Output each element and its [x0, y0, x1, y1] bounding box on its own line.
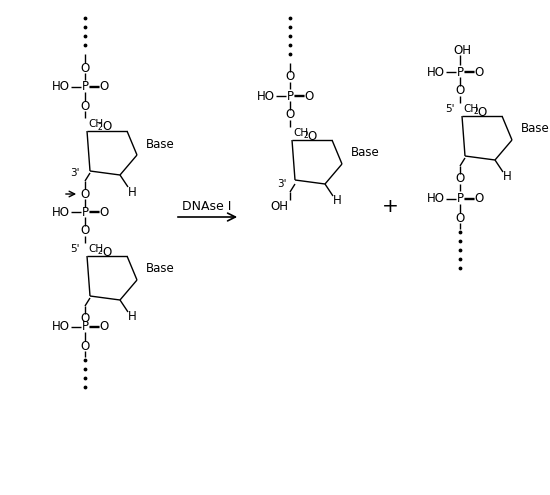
- Text: O: O: [285, 70, 295, 84]
- Text: HO: HO: [52, 81, 70, 94]
- Text: OH: OH: [453, 44, 471, 56]
- Text: O: O: [455, 85, 465, 98]
- Text: HO: HO: [52, 320, 70, 334]
- Text: O: O: [80, 188, 90, 200]
- Text: O: O: [477, 105, 487, 118]
- Text: HO: HO: [427, 65, 445, 79]
- Text: CH: CH: [463, 104, 478, 114]
- Text: O: O: [80, 312, 90, 326]
- Text: 3': 3': [70, 168, 80, 178]
- Text: 5': 5': [446, 104, 455, 114]
- Text: O: O: [474, 193, 483, 205]
- Text: O: O: [102, 246, 112, 258]
- Text: O: O: [102, 120, 112, 134]
- Text: O: O: [80, 99, 90, 112]
- Text: H: H: [128, 310, 136, 324]
- Text: O: O: [455, 172, 465, 186]
- Text: Base: Base: [521, 122, 549, 136]
- Text: P: P: [81, 205, 89, 218]
- Text: +: +: [382, 198, 398, 216]
- Text: CH: CH: [293, 128, 308, 138]
- Text: CH: CH: [88, 244, 103, 254]
- Text: HO: HO: [427, 193, 445, 205]
- Text: P: P: [456, 65, 464, 79]
- Text: Base: Base: [146, 138, 174, 150]
- Text: P: P: [287, 90, 294, 102]
- Text: O: O: [80, 225, 90, 238]
- Text: Base: Base: [351, 147, 380, 159]
- Text: OH: OH: [270, 199, 288, 212]
- Text: CH: CH: [88, 119, 103, 129]
- Text: H: H: [333, 195, 342, 207]
- Text: H: H: [503, 170, 512, 184]
- Text: O: O: [80, 61, 90, 75]
- Text: 2: 2: [473, 107, 478, 116]
- Text: O: O: [307, 130, 317, 143]
- Text: 3': 3': [278, 179, 287, 189]
- Text: 2: 2: [98, 248, 103, 256]
- Text: P: P: [81, 81, 89, 94]
- Text: O: O: [304, 90, 314, 102]
- Text: O: O: [455, 211, 465, 225]
- Text: 5': 5': [70, 244, 80, 254]
- Text: Base: Base: [146, 262, 174, 276]
- Text: O: O: [474, 65, 483, 79]
- Text: P: P: [81, 320, 89, 334]
- Text: HO: HO: [257, 90, 275, 102]
- Text: P: P: [456, 193, 464, 205]
- Text: H: H: [128, 186, 136, 198]
- Text: O: O: [100, 205, 109, 218]
- Text: O: O: [285, 108, 295, 121]
- Text: DNAse I: DNAse I: [182, 200, 232, 213]
- Text: HO: HO: [52, 205, 70, 218]
- Text: O: O: [100, 320, 109, 334]
- Text: O: O: [100, 81, 109, 94]
- Text: O: O: [80, 340, 90, 352]
- Text: 2: 2: [303, 132, 308, 141]
- Text: 2: 2: [98, 122, 103, 132]
